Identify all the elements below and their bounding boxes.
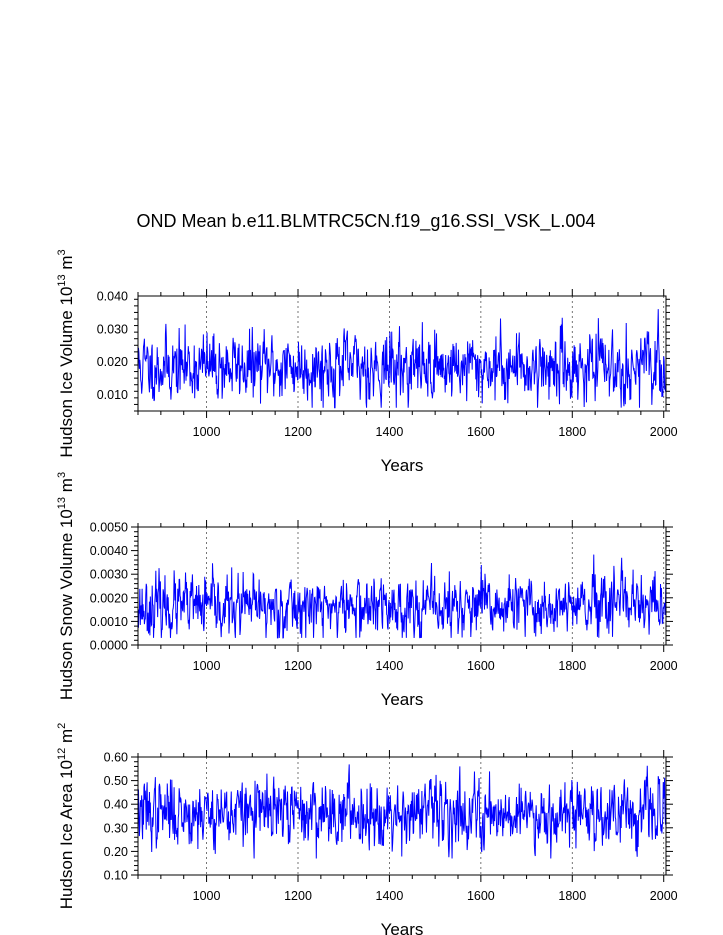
x-tick-label: 1600 [467,659,495,673]
y-tick-label: 0.0030 [90,568,128,582]
chart-panel-1: 1000 1200 1400 1600 1800 2000 0.010 0.020 0.030 0… [56,249,678,475]
x-tick-label: 1200 [284,425,312,439]
x-tick-label: 1800 [558,659,586,673]
plot-frame [137,295,667,412]
y-axis-label: Hudson Snow Volume 1013 m3 [56,472,76,700]
y-tick-label: 0.0000 [90,639,128,653]
x-tick-label: 1000 [193,425,221,439]
x-tick-label: 1400 [376,659,404,673]
y-tick-label: 0.0010 [90,615,128,629]
y-tick-label: 0.040 [97,290,128,304]
series-line [137,764,667,859]
chart-title: OND Mean b.e11.BLMTRC5CN.f19_g16.SSI_VSK… [137,211,596,232]
x-tick-label: 1400 [376,889,404,903]
x-tick-label: 1800 [558,425,586,439]
plot-frame [137,526,667,646]
x-tick-label: 1600 [467,889,495,903]
x-tick-label: 2000 [650,659,678,673]
plot-frame [137,756,667,876]
y-tick-label: 0.40 [104,798,128,812]
x-tick-label: 1400 [376,425,404,439]
x-axis-label: Years [381,690,424,709]
chart-panel-2: 1000 1200 1400 1600 1800 2000 0.0000 0.0010 0.00… [56,472,678,709]
y-tick-label: 0.020 [97,355,128,369]
y-axis-label: Hudson Ice Volume 1013 m3 [56,249,76,457]
x-tick-label: 1000 [193,659,221,673]
y-tick-label: 0.010 [97,388,128,402]
y-tick-label: 0.0020 [90,591,128,605]
x-tick-label: 1000 [193,889,221,903]
series-line [137,554,667,639]
x-tick-label: 1800 [558,889,586,903]
x-axis-label: Years [381,456,424,475]
y-axis-label: Hudson Ice Area 1012 m2 [56,723,76,910]
chart-panel-3: 1000 1200 1400 1600 1800 2000 0.10 0.20 0.30 0.40… [56,723,678,935]
x-axis-label: Years [381,920,424,935]
x-tick-label: 1600 [467,425,495,439]
y-tick-label: 0.030 [97,322,128,336]
x-tick-label: 2000 [650,889,678,903]
y-tick-label: 0.30 [104,821,128,835]
y-tick-label: 0.10 [104,869,128,883]
y-tick-label: 0.0040 [90,544,128,558]
x-tick-label: 1200 [284,889,312,903]
y-tick-label: 0.20 [104,845,128,859]
y-tick-label: 0.60 [104,751,128,765]
y-tick-label: 0.0050 [90,521,128,535]
series-line [137,309,667,409]
x-tick-label: 1200 [284,659,312,673]
y-tick-label: 0.50 [104,774,128,788]
x-tick-label: 2000 [650,425,678,439]
